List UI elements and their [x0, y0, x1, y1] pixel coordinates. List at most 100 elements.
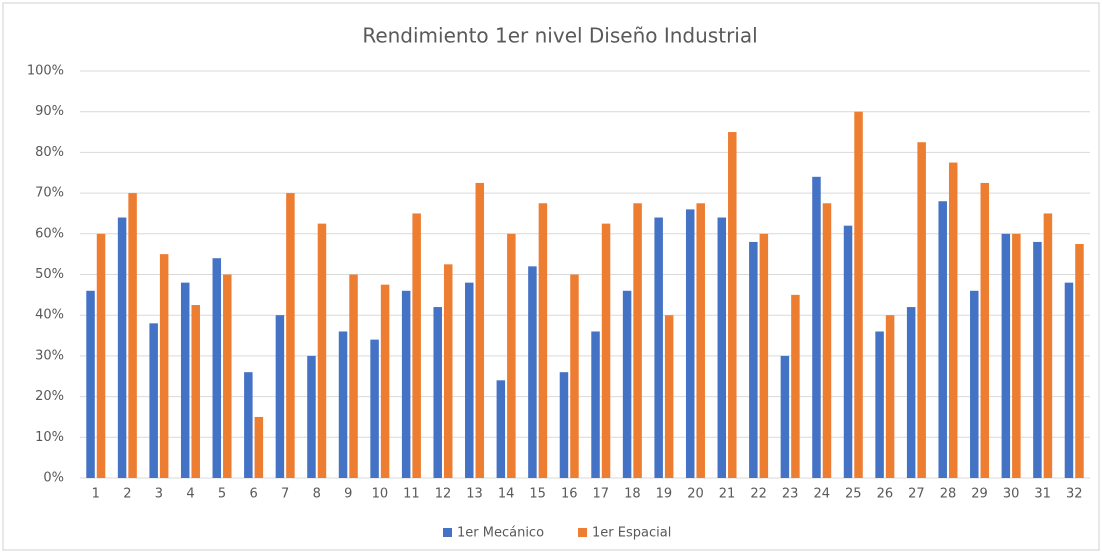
- bar: [622, 290, 632, 478]
- legend-swatch: [578, 528, 588, 537]
- y-tick-label: 20%: [35, 389, 64, 404]
- x-tick-label: 25: [845, 487, 862, 502]
- x-tick-label: 2: [123, 487, 131, 502]
- bar: [1064, 282, 1074, 478]
- bar: [980, 182, 990, 479]
- bar: [475, 182, 485, 479]
- bar: [570, 274, 579, 478]
- bar: [117, 217, 127, 478]
- x-tick-label: 26: [877, 487, 894, 502]
- legend-swatch: [443, 528, 452, 537]
- x-tick-label: 14: [498, 487, 515, 502]
- x-tick-label: 29: [971, 487, 988, 502]
- bar: [664, 315, 674, 478]
- x-tick-label: 19: [656, 487, 673, 502]
- bar: [591, 331, 600, 478]
- y-tick-label: 0%: [43, 471, 64, 486]
- x-tick-label: 28: [940, 487, 957, 502]
- bar: [507, 233, 516, 478]
- bar: [465, 282, 474, 478]
- bar: [538, 203, 548, 478]
- x-tick-label: 6: [249, 487, 257, 502]
- bar: [1033, 241, 1042, 478]
- x-tick-label: 5: [218, 487, 226, 502]
- bar: [401, 290, 411, 478]
- bar: [1001, 233, 1011, 478]
- bar: [254, 416, 264, 478]
- bar: [244, 372, 253, 478]
- bar: [885, 315, 895, 478]
- chart-title: Rendimiento 1er nivel Diseño Industrial: [362, 24, 757, 48]
- x-tick-label: 31: [1034, 487, 1051, 502]
- bar: [191, 305, 200, 478]
- x-tick-label: 20: [687, 487, 704, 502]
- bar: [496, 380, 506, 478]
- x-tick-label: 15: [529, 487, 546, 502]
- y-tick-label: 30%: [35, 348, 64, 363]
- bar: [433, 307, 442, 478]
- bar: [96, 233, 106, 478]
- legend-label: 1er Espacial: [592, 526, 671, 541]
- bar: [1012, 233, 1021, 478]
- x-tick-label: 8: [313, 487, 321, 502]
- bar: [601, 223, 611, 478]
- bar: [1043, 213, 1053, 478]
- bar: [86, 290, 95, 478]
- y-tick-label: 90%: [35, 104, 64, 119]
- x-tick-label: 7: [281, 487, 289, 502]
- bar: [970, 290, 979, 478]
- bar: [822, 203, 832, 478]
- bar: [906, 307, 916, 478]
- x-tick-label: 16: [561, 487, 578, 502]
- bar: [275, 315, 285, 478]
- x-tick-label: 21: [719, 487, 736, 502]
- bar: [759, 233, 769, 478]
- bar: [1075, 243, 1084, 478]
- x-tick-label: 11: [403, 487, 420, 502]
- x-tick-label: 10: [372, 487, 389, 502]
- bar: [180, 282, 190, 478]
- bar: [559, 372, 569, 478]
- bar: [212, 258, 222, 478]
- x-tick-label: 1: [92, 487, 100, 502]
- x-tick-label: 12: [435, 487, 452, 502]
- bar: [812, 176, 821, 478]
- bar: [843, 225, 853, 478]
- bar: [338, 331, 348, 478]
- y-tick-label: 10%: [35, 430, 64, 445]
- bar: [159, 254, 169, 478]
- y-tick-label: 70%: [35, 186, 64, 201]
- bar: [728, 132, 737, 479]
- y-tick-label: 60%: [35, 226, 64, 241]
- x-tick-label: 22: [750, 487, 767, 502]
- bar: [875, 331, 884, 478]
- legend-label: 1er Mecánico: [457, 526, 544, 541]
- x-tick-label: 3: [155, 487, 163, 502]
- bar: [149, 323, 158, 478]
- bar: [633, 203, 642, 478]
- bar: [223, 274, 232, 478]
- y-tick-label: 40%: [35, 308, 64, 323]
- bar: [685, 209, 695, 478]
- bar: [780, 355, 790, 478]
- bar: [917, 142, 926, 478]
- y-tick-label: 50%: [35, 267, 64, 282]
- bar: [349, 274, 358, 478]
- x-tick-label: 23: [782, 487, 799, 502]
- x-tick-label: 4: [186, 487, 194, 502]
- bar: [654, 217, 663, 478]
- bar: [128, 193, 137, 478]
- bar: [370, 339, 379, 478]
- bar: [307, 355, 316, 478]
- y-tick-label: 80%: [35, 145, 64, 160]
- x-tick-label: 32: [1066, 487, 1083, 502]
- bar: [717, 217, 727, 478]
- bar: [380, 284, 390, 478]
- bar: [317, 223, 327, 478]
- bar: [528, 266, 537, 478]
- bar: [749, 241, 758, 478]
- x-tick-label: 9: [344, 487, 352, 502]
- bar: [286, 193, 295, 478]
- x-tick-label: 27: [908, 487, 925, 502]
